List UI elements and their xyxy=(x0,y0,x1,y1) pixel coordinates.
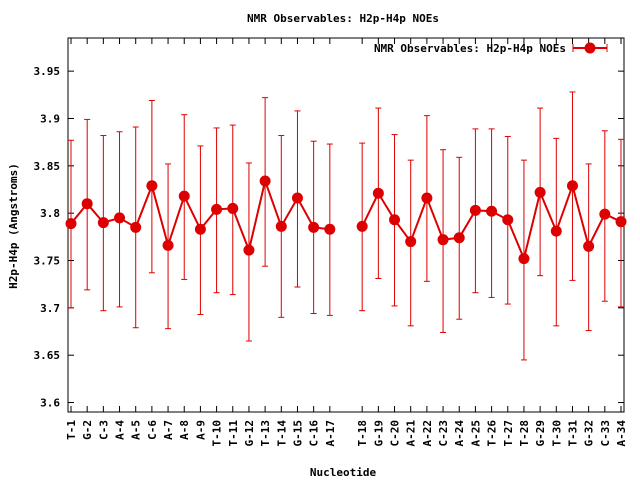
data-point xyxy=(81,198,93,210)
x-tick-label: C-20 xyxy=(389,420,402,447)
x-tick-label: G-19 xyxy=(372,420,385,447)
chart-title: NMR Observables: H2p-H4p NOEs xyxy=(247,12,439,25)
x-tick-label: T-10 xyxy=(211,420,224,447)
data-point xyxy=(405,236,417,248)
y-tick-label: 3.75 xyxy=(34,255,61,268)
x-tick-label: G-2 xyxy=(81,420,94,440)
data-point xyxy=(146,180,158,192)
x-tick-label: C-3 xyxy=(97,420,110,440)
x-tick-label: T-30 xyxy=(550,420,563,447)
x-axis-label: Nucleotide xyxy=(310,466,377,479)
x-tick-label: G-15 xyxy=(291,420,304,447)
x-tick-label: C-23 xyxy=(437,420,450,447)
data-point xyxy=(437,234,449,246)
data-point xyxy=(534,186,546,198)
data-point xyxy=(275,220,287,232)
y-tick-label: 3.8 xyxy=(40,207,60,220)
data-point xyxy=(259,175,271,187)
x-tick-label: C-16 xyxy=(308,420,321,447)
x-tick-label: A-8 xyxy=(178,420,191,440)
x-tick-label: A-7 xyxy=(162,420,175,440)
x-tick-label: G-12 xyxy=(243,420,256,447)
data-point xyxy=(518,253,530,265)
x-tick-label: A-17 xyxy=(324,420,337,447)
data-point xyxy=(599,208,611,220)
x-tick-label: A-24 xyxy=(453,420,466,447)
data-point xyxy=(502,214,514,226)
y-tick-label: 3.9 xyxy=(40,112,60,125)
data-point xyxy=(114,212,126,224)
data-point xyxy=(566,180,578,192)
legend-point-sample xyxy=(584,42,596,54)
data-point xyxy=(97,217,109,229)
data-point xyxy=(211,203,223,215)
x-tick-label: T-28 xyxy=(518,420,531,447)
data-point xyxy=(324,223,336,235)
x-tick-label: T-14 xyxy=(275,420,288,447)
data-point xyxy=(469,204,481,216)
x-tick-label: T-13 xyxy=(259,420,272,447)
x-tick-label: A-4 xyxy=(114,420,127,440)
error-bars xyxy=(68,91,624,361)
data-point xyxy=(550,225,562,237)
x-tick-label: A-22 xyxy=(421,420,434,447)
x-tick-label: T-31 xyxy=(566,420,579,447)
data-point xyxy=(615,216,627,228)
data-point xyxy=(227,202,239,214)
x-tick-label: A-21 xyxy=(405,420,418,447)
x-tick-label: A-34 xyxy=(615,420,628,447)
x-tick-label: T-1 xyxy=(65,420,78,440)
y-axis-label: H2p-H4p (Angstroms) xyxy=(7,163,20,289)
x-tick-label: A-5 xyxy=(130,420,143,440)
data-point xyxy=(178,190,190,202)
data-point xyxy=(372,187,384,199)
legend-entry-label: NMR Observables: H2p-H4p NOEs xyxy=(374,42,566,55)
x-tick-label: T-26 xyxy=(486,420,499,447)
data-point xyxy=(65,218,77,230)
data-point xyxy=(162,239,174,251)
y-tick-label: 3.95 xyxy=(34,65,61,78)
y-tick-label: 3.65 xyxy=(34,349,61,362)
x-tick-label: T-11 xyxy=(227,420,240,447)
series-points xyxy=(65,175,627,265)
y-tick-label: 3.6 xyxy=(40,397,60,410)
legend: NMR Observables: H2p-H4p NOEs xyxy=(374,42,608,55)
data-point xyxy=(291,192,303,204)
axis-ticks: 3.6 3.65 3.7 3.75 3.8 3.85 3.9 3.95 T-1 G-2 C-3 A-4… xyxy=(34,38,628,447)
data-point xyxy=(421,192,433,204)
data-point xyxy=(583,240,595,252)
x-tick-label: T-18 xyxy=(356,420,369,447)
data-point xyxy=(486,205,498,217)
y-tick-label: 3.85 xyxy=(34,160,61,173)
y-tick-label: 3.7 xyxy=(40,302,60,315)
x-tick-label: C-6 xyxy=(146,420,159,440)
data-point xyxy=(243,244,255,256)
x-tick-label: G-32 xyxy=(583,420,596,447)
data-point xyxy=(389,214,401,226)
data-point xyxy=(453,232,465,244)
data-point xyxy=(308,221,320,233)
x-tick-label: C-33 xyxy=(599,420,612,447)
data-point xyxy=(356,220,368,232)
x-tick-label: G-29 xyxy=(534,420,547,447)
x-tick-label: A-9 xyxy=(194,420,207,440)
x-tick-label: A-25 xyxy=(469,420,482,447)
data-point xyxy=(130,221,142,233)
x-tick-label: T-27 xyxy=(502,420,515,447)
data-point xyxy=(194,223,206,235)
